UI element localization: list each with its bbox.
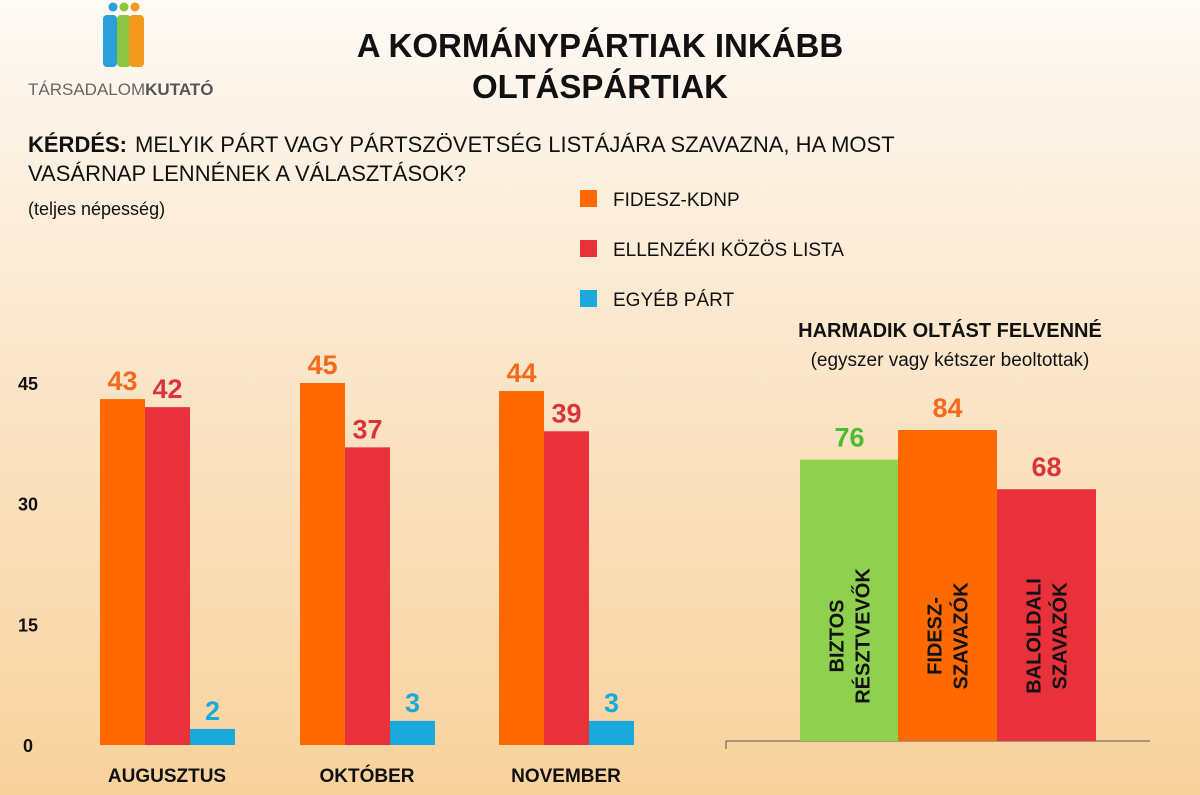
category-label-line: FIDESZ- [925,597,947,675]
legend-swatch [580,290,597,307]
data-label: 84 [932,393,962,423]
category-label: AUGUSZTUS [108,766,226,787]
bar [997,489,1096,741]
legend-label: ELLENZÉKI KÖZÖS LISTA [613,240,844,261]
category-label: OKTÓBER [320,765,415,787]
logo: TÁRSADALOMKUTATÓ [28,2,213,99]
category-label: FIDESZ- SZAVAZÓK [925,582,973,690]
right-chart-subtitle: (egyszer vagy kétszer beoltottak) [811,350,1090,371]
left-chart: 0 15 30 45 43 42 2 AUGUSZTUS 45 37 3 OKTÓBER 44 39 3 NO… [18,350,634,787]
y-tick-label: 15 [18,615,38,635]
title-line-1: A KORMÁNYPÁRTIAK INKÁBB [357,27,843,64]
data-label: 3 [604,688,619,718]
logo-text-light: TÁRSADALOM [28,80,145,99]
data-label: 44 [506,358,536,388]
bar-ellenz-ki-k-z-s-lista [544,431,589,745]
svg-text:TÁRSADALOMKUTATÓ: TÁRSADALOMKUTATÓ [28,80,213,99]
bar-egy-b-p-rt [190,728,235,745]
question-line-1: MELYIK PÁRT VAGY PÁRTSZÖVETSÉG LISTÁJÁRA… [135,132,895,157]
question-line-2: VASÁRNAP LENNÉNEK A VÁLASZTÁSOK? [28,161,466,186]
category-label-line: SZAVAZÓK [1048,582,1072,690]
data-label: 37 [352,414,382,444]
bar-ellenz-ki-k-z-s-lista [145,407,190,745]
bar-fidesz-kdnp [300,383,345,745]
legend-swatch [580,190,597,207]
category-label-line: SZAVAZÓK [949,582,973,690]
data-label: 68 [1031,452,1061,482]
legend-label: FIDESZ-KDNP [613,190,740,211]
category-label: BALOLDALI SZAVAZÓK [1024,578,1072,694]
bar-egy-b-p-rt [390,720,435,745]
y-tick-label: 30 [18,495,38,515]
y-tick-label: 0 [23,736,33,756]
data-label: 43 [107,366,137,396]
data-label: 2 [205,696,220,726]
data-label: 76 [834,423,864,453]
bar [898,430,997,741]
bar-egy-b-p-rt [589,720,634,745]
legend: FIDESZ-KDNP ELLENZÉKI KÖZÖS LISTA EGYÉB PÁ… [580,190,844,311]
category-label-line: BALOLDALI [1024,578,1046,694]
data-label: 42 [152,374,182,404]
bar-ellenz-ki-k-z-s-lista [345,447,390,745]
question-label: KÉRDÉS: [28,132,127,157]
category-label: NOVEMBER [511,766,621,787]
bar-fidesz-kdnp [499,391,544,745]
bar-fidesz-kdnp [100,399,145,745]
data-label: 45 [307,350,337,380]
right-chart-title: HARMADIK OLTÁST FELVENNÉ [798,319,1102,342]
category-label-line: RÉSZTVEVŐK [852,568,875,704]
data-label: 3 [405,688,420,718]
category-label-line: BIZTOS [827,600,849,673]
data-label: 39 [551,398,581,428]
population-note: (teljes népesség) [28,199,165,219]
title-line-2: OLTÁSPÁRTIAK [472,68,728,105]
legend-swatch [580,240,597,257]
category-label: BIZTOS RÉSZTVEVŐK [827,568,875,704]
y-tick-label: 45 [18,374,38,394]
legend-label: EGYÉB PÁRT [613,290,734,311]
bar [800,459,899,741]
logo-text-bold: KUTATÓ [145,80,213,99]
svg-text:KÉRDÉS:MELYIK PÁRT VAGY PÁRTSZ: KÉRDÉS: MELYIK PÁRT VAGY PÁRTSZÖVETSÉG LI… [28,132,895,157]
